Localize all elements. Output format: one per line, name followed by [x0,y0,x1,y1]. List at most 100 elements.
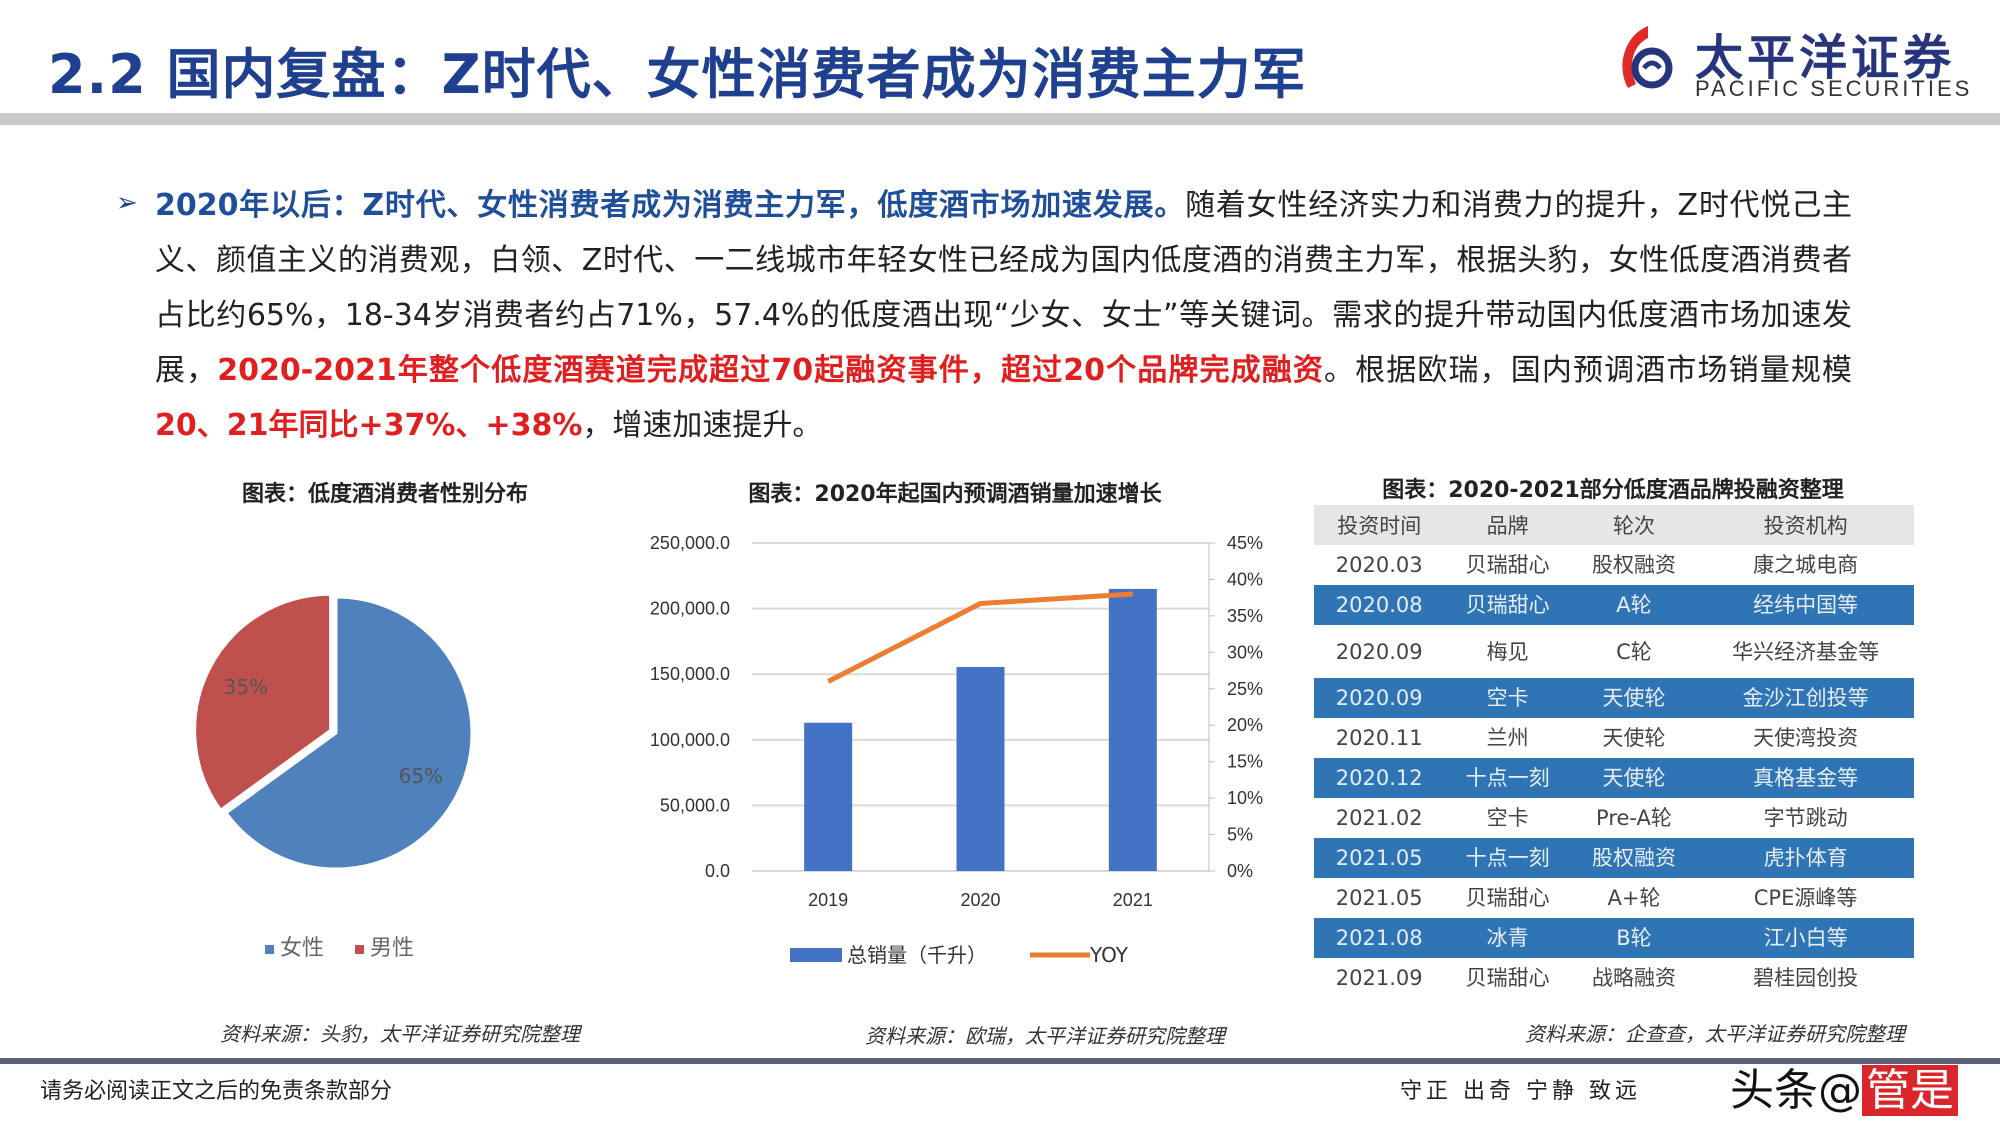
table-row: 2020.12 十点一刻 天使轮 真格基金等 [1314,758,1914,798]
cell-round: 股权融资 [1570,838,1698,878]
cell-brand: 十点一刻 [1444,758,1571,798]
col-header-round: 轮次 [1570,505,1698,545]
y2-tick-label: 0% [1227,861,1253,881]
table-row: 2020.11 兰州 天使轮 天使湾投资 [1314,718,1914,758]
table-row: 2021.05 十点一刻 股权融资 虎扑体育 [1314,838,1914,878]
gender-pie-chart: 65% 35% 女性 男性 [193,592,474,960]
cell-brand: 空卡 [1444,678,1571,718]
cell-investor: 虎扑体育 [1697,838,1914,878]
logo-text-cn: 太平洋证券 [1695,30,1956,86]
cell-brand: 冰青 [1444,918,1571,958]
bar-2020 [956,666,1005,871]
legend-label: 男性 [370,936,414,960]
table-row: 2020.09 梅见 C轮 华兴经济基金等 [1314,625,1914,678]
table-header-row: 投资时间 品牌 轮次 投资机构 [1314,505,1914,545]
y-tick-label: 150,000.0 [650,664,730,684]
y2-tick-label: 15% [1227,752,1263,772]
arrow-right-icon: ➢ [116,188,138,218]
header-divider [0,113,2000,125]
x-tick-label: 2020 [960,890,1000,910]
cell-round: B轮 [1570,918,1698,958]
y2-tick-label: 20% [1227,715,1263,735]
bar-source: 资料来源：欧瑞，太平洋证券研究院整理 [865,1024,1225,1048]
legend-label-bar: 总销量（千升） [847,943,987,967]
y2-tick-label: 30% [1227,642,1263,662]
legend-swatch-bar [790,948,842,962]
cell-investor: 天使湾投资 [1753,726,1859,750]
legend-swatch [355,945,364,954]
legend-label: 女性 [280,936,324,960]
cell-round: A轮 [1570,585,1698,625]
cell-investor: 真格基金等 [1697,758,1914,798]
footer-divider [0,1058,2000,1064]
cell-investor: 华兴经济基金等 [1732,639,1880,664]
cell-round: C轮 [1616,639,1652,664]
col-header-investor: 投资机构 [1697,505,1914,545]
y2-tick-label: 35% [1227,606,1263,626]
table-row: 2020.09 空卡 天使轮 金沙江创投等 [1314,678,1914,718]
table-row: 2021.02 空卡 Pre-A轮 字节跳动 [1314,798,1914,838]
investment-table: 投资时间 品牌 轮次 投资机构 2020.03 贝瑞甜心 股权融资 康之城电商 2020… [1314,505,1914,998]
y-tick-label: 200,000.0 [650,599,730,619]
disclaimer-text: 请务必阅读正文之后的免责条款部分 [40,1079,393,1104]
para-text: ，增速加速提升。 [582,408,823,443]
cell-date: 2020.08 [1314,585,1445,625]
cell-brand: 兰州 [1486,726,1529,750]
y-tick-label: 0.0 [705,861,730,881]
table-row: 2021.05 贝瑞甜心 A+轮 CPE源峰等 [1314,878,1914,918]
cell-round: 战略融资 [1591,966,1676,990]
para-text: 随着女性经济实力和消费力的提升，Z时代悦己主义、颜值主义的消费观，白领、Z时代、… [155,188,1852,388]
cell-date: 2020.11 [1335,726,1423,750]
table-source: 资料来源：企查查，太平洋证券研究院整理 [1525,1022,1905,1046]
cell-date: 2021.05 [1335,886,1423,910]
legend-swatch [265,945,274,954]
legend-label-line: YOY [1089,943,1129,967]
page-title: 2.2 国内复盘：Z时代、女性消费者成为消费主力军 [48,43,1307,106]
cell-date: 2020.09 [1314,678,1445,718]
bar-chart-title: 图表：2020年起国内预调酒销量加速增长 [748,482,1162,507]
pie-data-label: 65% [399,764,443,788]
col-header-brand: 品牌 [1444,505,1571,545]
cell-brand: 贝瑞甜心 [1465,553,1550,577]
body-paragraph: 2020年以后：Z时代、女性消费者成为消费主力军，低度酒市场加速发展。随着女性经… [155,178,1852,453]
cell-date: 2021.09 [1335,966,1423,990]
cell-brand: 梅见 [1486,639,1529,664]
pie-slice-female [223,595,474,871]
cell-brand: 十点一刻 [1444,838,1571,878]
para-highlight-red: 2020-2021年整个低度酒赛道完成超过70起融资事件，超过20个品牌完成融资 [217,353,1324,388]
y2-tick-label: 40% [1227,569,1263,589]
motto-text: 守正 出奇 宁静 致远 [1400,1079,1641,1104]
pie-chart-title: 图表：低度酒消费者性别分布 [241,482,529,507]
cell-investor: 碧桂园创投 [1753,966,1859,990]
watermark: 头条@管是 [1730,1065,1958,1116]
col-header-date: 投资时间 [1314,505,1445,545]
watermark-prefix: 头条@ [1730,1065,1862,1116]
cell-round: 天使轮 [1602,726,1666,750]
table-row: 2021.09 贝瑞甜心 战略融资 碧桂园创投 [1314,958,1914,998]
cell-date: 2020.09 [1335,639,1423,664]
logo-text-en: PACIFIC SECURITIES [1695,76,1973,101]
cell-brand: 贝瑞甜心 [1465,966,1550,990]
cell-investor: 经纬中国等 [1697,585,1914,625]
y2-tick-label: 25% [1227,679,1263,699]
para-highlight-heading: 2020年以后：Z时代、女性消费者成为消费主力军，低度酒市场加速发展。 [155,188,1186,223]
logo-mark-icon [1622,26,1673,89]
cell-date: 2020.12 [1314,758,1445,798]
table-row: 2021.08 冰青 B轮 江小白等 [1314,918,1914,958]
sales-bar-line-chart: 0.0 50,000.0 100,000.0 150,000.0 200,000.0 25… [650,533,1263,967]
pie-source: 资料来源：头豹，太平洋证券研究院整理 [220,1022,580,1046]
table-title: 图表：2020-2021部分低度酒品牌投融资整理 [1382,478,1844,503]
para-text: 。根据欧瑞，国内预调酒市场销量规模 [1323,353,1852,388]
y-tick-label: 250,000.0 [650,533,730,553]
table-row: 2020.03 贝瑞甜心 股权融资 康之城电商 [1314,545,1914,585]
cell-round: Pre-A轮 [1596,806,1672,830]
cell-date: 2021.02 [1335,806,1423,830]
bar-2019 [804,722,853,871]
cell-investor: 康之城电商 [1753,553,1859,577]
company-logo: 太平洋证券 PACIFIC SECURITIES [1610,18,1990,104]
cell-brand: 贝瑞甜心 [1465,886,1550,910]
watermark-name: 管是 [1862,1065,1958,1116]
cell-investor: 字节跳动 [1763,806,1848,830]
cell-round: A+轮 [1607,886,1661,910]
cell-brand: 空卡 [1486,806,1529,830]
